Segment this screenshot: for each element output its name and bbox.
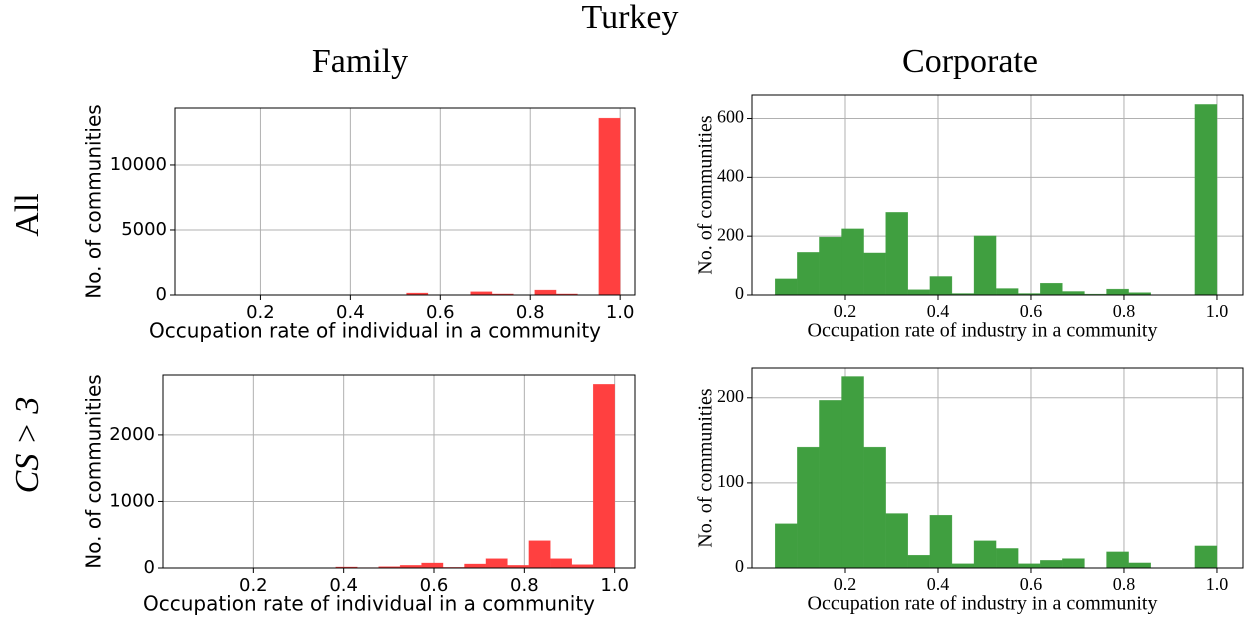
x-tick-label: 0.6 xyxy=(1020,574,1043,594)
x-tick-label: 0.8 xyxy=(516,302,545,323)
bar xyxy=(907,554,931,569)
plot-frame xyxy=(162,374,636,569)
x-axis-label: Occupation rate of industry in a communi… xyxy=(808,593,1158,615)
x-tick-label: 0.8 xyxy=(1113,301,1136,321)
y-tick-label: 5000 xyxy=(121,219,167,240)
column-title: Corporate xyxy=(902,43,1038,80)
y-axis-label: No. of communities xyxy=(695,115,717,275)
x-tick-label: 0.8 xyxy=(510,575,539,596)
bar xyxy=(774,278,798,296)
plot-frame xyxy=(174,107,636,296)
bar xyxy=(863,446,886,569)
x-tick-label: 0.6 xyxy=(426,302,455,323)
bar xyxy=(797,446,820,569)
bar xyxy=(995,288,1019,296)
bar xyxy=(528,540,551,569)
y-tick-label: 0 xyxy=(735,556,744,576)
plot-frame xyxy=(751,367,1244,569)
bar xyxy=(1062,291,1085,296)
y-tick-label: 1000 xyxy=(109,490,155,511)
bar xyxy=(1106,288,1129,296)
x-tick-label: 1.0 xyxy=(1206,574,1229,594)
y-tick-label: 200 xyxy=(717,386,744,406)
bar xyxy=(929,514,953,569)
x-tick-label: 0.6 xyxy=(420,575,449,596)
bar xyxy=(1194,104,1218,296)
row-title: CS > 3 xyxy=(9,397,46,494)
y-tick-label: 100 xyxy=(717,471,744,491)
y-tick-label: 2000 xyxy=(109,424,155,445)
bar xyxy=(885,212,909,296)
bar xyxy=(973,540,997,569)
x-tick-label: 1.0 xyxy=(606,302,635,323)
x-tick-label: 0.4 xyxy=(927,301,950,321)
bar xyxy=(1062,558,1085,569)
x-axis-label: Occupation rate of individual in a commu… xyxy=(149,319,601,343)
y-tick-label: 10000 xyxy=(110,154,167,175)
x-tick-label: 0.2 xyxy=(239,575,268,596)
x-tick-label: 0.2 xyxy=(834,301,857,321)
bar xyxy=(1106,551,1129,569)
bar xyxy=(863,252,886,296)
plot-frame xyxy=(751,94,1244,296)
bar xyxy=(1194,545,1218,569)
panel: 0.2 0.4 0.6 0.8 1.0 0 1000 2000 Occupation rate … xyxy=(82,374,636,616)
bar xyxy=(797,252,820,296)
bar xyxy=(550,558,573,569)
x-tick-label: 0.4 xyxy=(927,574,950,594)
y-tick-label: 0 xyxy=(735,283,744,303)
row-title: All xyxy=(9,193,46,236)
bar xyxy=(973,235,997,296)
x-tick-label: 0.2 xyxy=(246,302,275,323)
panel: 0.2 0.4 0.6 0.8 1.0 0 5000 10000 Occupation rate… xyxy=(82,104,636,343)
bar xyxy=(995,548,1019,569)
y-tick-label: 400 xyxy=(717,165,744,185)
panel: 0.2 0.4 0.6 0.8 1.0 0 100 200 Occupation rate of… xyxy=(695,367,1244,615)
x-tick-label: 0.2 xyxy=(834,574,857,594)
bar xyxy=(464,563,487,569)
y-tick-label: 0 xyxy=(156,284,167,305)
bar xyxy=(485,558,508,569)
bar xyxy=(885,513,909,569)
y-axis-label: No. of communities xyxy=(695,388,717,548)
bar xyxy=(907,289,931,296)
x-tick-label: 0.4 xyxy=(329,575,358,596)
x-tick-label: 0.8 xyxy=(1113,574,1136,594)
x-axis-label: Occupation rate of industry in a communi… xyxy=(808,320,1158,342)
bar xyxy=(929,276,953,296)
figure-title: Turkey xyxy=(582,0,679,36)
bar xyxy=(421,562,444,569)
y-tick-label: 600 xyxy=(717,107,744,127)
bar xyxy=(1040,560,1063,569)
bar xyxy=(592,384,615,569)
bar xyxy=(1128,562,1151,569)
y-tick-label: 0 xyxy=(144,557,155,578)
y-axis-label: No. of communities xyxy=(82,104,106,298)
x-axis-label: Occupation rate of individual in a commu… xyxy=(143,592,595,616)
x-tick-label: 1.0 xyxy=(600,575,629,596)
bar xyxy=(951,563,975,569)
bar xyxy=(819,400,842,569)
bar xyxy=(1040,282,1063,296)
bar xyxy=(819,236,842,296)
y-axis-label: No. of communities xyxy=(82,374,106,568)
bar xyxy=(841,376,864,569)
bar xyxy=(841,228,864,296)
column-title: Family xyxy=(312,43,408,80)
x-tick-label: 1.0 xyxy=(1206,301,1229,321)
x-tick-label: 0.4 xyxy=(336,302,365,323)
bar xyxy=(534,289,557,296)
bar xyxy=(774,523,798,569)
bar xyxy=(598,117,621,296)
panel: 0.2 0.4 0.6 0.8 1.0 0 200 400 600 Occupation rate… xyxy=(695,94,1244,342)
y-tick-label: 200 xyxy=(717,224,744,244)
x-tick-label: 0.6 xyxy=(1020,301,1043,321)
bar xyxy=(1017,563,1041,569)
